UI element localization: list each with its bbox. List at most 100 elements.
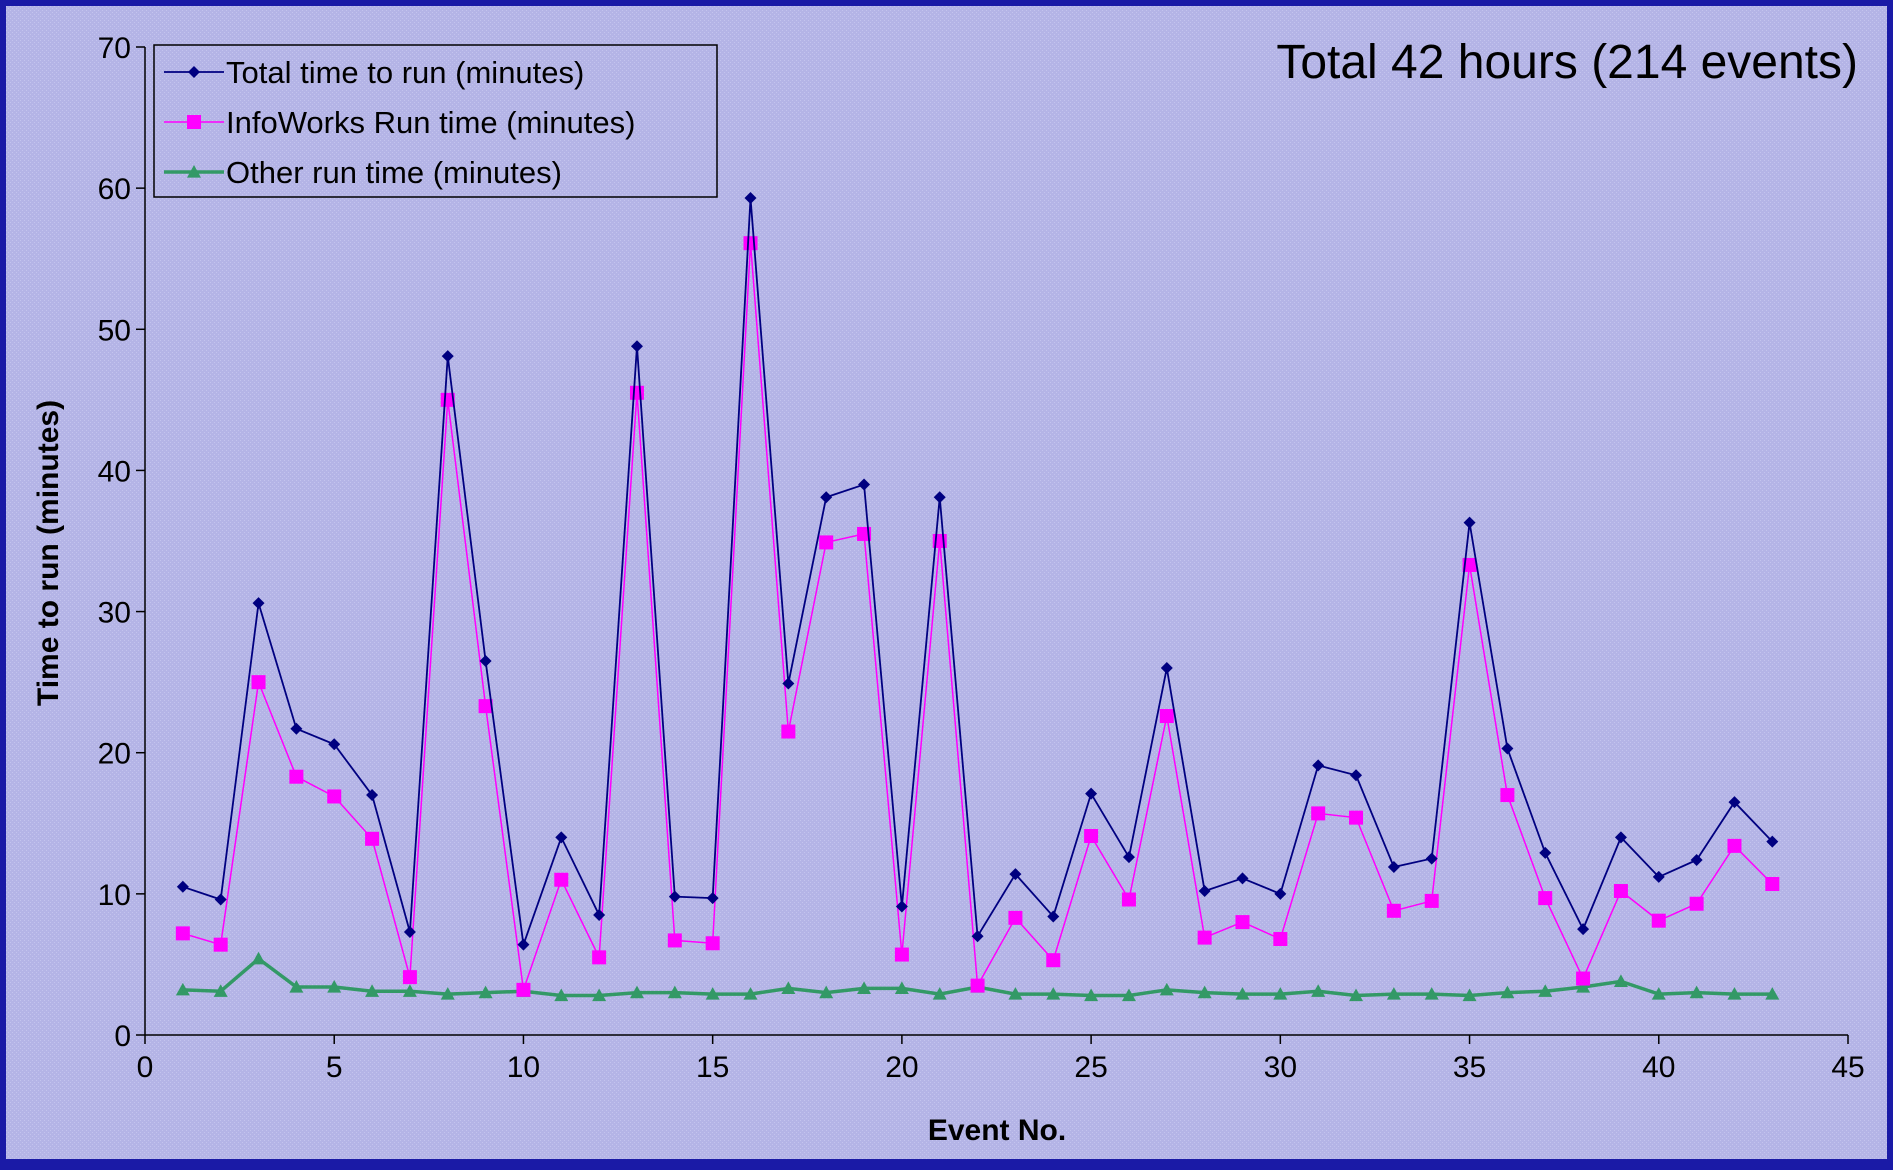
data-point bbox=[1160, 662, 1173, 675]
data-point bbox=[214, 893, 227, 906]
data-point bbox=[820, 491, 833, 504]
data-point bbox=[1689, 985, 1704, 999]
data-point bbox=[1274, 887, 1287, 900]
data-point bbox=[1121, 988, 1136, 1002]
data-point bbox=[1273, 932, 1288, 947]
x-tick-label: 45 bbox=[1831, 1051, 1864, 1084]
data-point bbox=[1121, 892, 1136, 907]
data-point bbox=[554, 988, 569, 1002]
data-point bbox=[1651, 913, 1666, 928]
data-point bbox=[1387, 861, 1400, 874]
legend-swatch-marker bbox=[187, 115, 201, 129]
data-point bbox=[894, 981, 909, 995]
data-point bbox=[327, 980, 342, 993]
data-point bbox=[251, 675, 266, 690]
x-axis-title: Event No. bbox=[928, 1114, 1066, 1147]
data-point bbox=[365, 831, 380, 846]
data-point bbox=[1122, 851, 1135, 864]
data-point bbox=[175, 926, 190, 941]
data-point bbox=[1046, 953, 1061, 968]
data-point bbox=[1085, 787, 1098, 800]
data-point bbox=[1235, 987, 1250, 1000]
data-point bbox=[402, 970, 417, 985]
data-point bbox=[1386, 903, 1401, 918]
data-point bbox=[365, 984, 380, 997]
data-point bbox=[744, 192, 757, 205]
data-point bbox=[1311, 806, 1326, 821]
x-tick-label: 35 bbox=[1453, 1051, 1486, 1084]
data-point bbox=[1613, 974, 1628, 987]
data-point bbox=[1765, 876, 1780, 891]
legend: Total time to run (minutes) InfoWorks Run… bbox=[153, 44, 718, 198]
data-point bbox=[1236, 872, 1249, 885]
data-point bbox=[1462, 988, 1477, 1002]
data-point bbox=[1084, 828, 1099, 843]
data-point bbox=[1197, 985, 1212, 999]
y-tick-label: 70 bbox=[98, 32, 131, 65]
data-point bbox=[213, 984, 228, 997]
data-point bbox=[1047, 910, 1060, 923]
y-tick-label: 20 bbox=[98, 738, 131, 771]
data-point bbox=[402, 984, 417, 997]
data-point bbox=[706, 892, 719, 905]
data-point bbox=[1765, 987, 1780, 1000]
data-point bbox=[1539, 846, 1552, 859]
data-point bbox=[1425, 852, 1438, 865]
data-point bbox=[894, 947, 909, 962]
chart-title: Total 42 hours (214 events) bbox=[1276, 36, 1858, 89]
data-point bbox=[176, 880, 189, 893]
data-point bbox=[1009, 868, 1022, 881]
x-tick-label: 10 bbox=[507, 1051, 540, 1084]
data-point bbox=[479, 654, 492, 667]
data-point bbox=[819, 535, 834, 550]
data-point bbox=[252, 597, 265, 610]
data-point bbox=[1159, 982, 1174, 996]
x-tick-label: 25 bbox=[1074, 1051, 1107, 1084]
data-point bbox=[517, 938, 530, 951]
legend-box bbox=[153, 44, 718, 198]
data-point bbox=[289, 769, 304, 784]
data-point bbox=[933, 491, 946, 504]
data-point bbox=[781, 981, 796, 995]
data-point bbox=[290, 722, 303, 735]
data-point bbox=[1500, 788, 1515, 803]
data-point bbox=[782, 677, 795, 690]
data-point bbox=[857, 981, 872, 995]
data-point bbox=[1613, 884, 1628, 899]
y-tick-label: 50 bbox=[98, 314, 131, 347]
data-point bbox=[441, 350, 454, 363]
data-point bbox=[970, 978, 985, 993]
series-layer bbox=[175, 192, 1780, 1002]
data-point bbox=[1349, 810, 1364, 825]
data-point bbox=[1576, 971, 1591, 986]
data-point bbox=[667, 933, 682, 948]
data-point bbox=[1577, 923, 1590, 936]
series-0 bbox=[176, 192, 1779, 951]
legend-swatch-marker bbox=[187, 165, 201, 178]
x-tick-label: 0 bbox=[137, 1051, 154, 1084]
data-point bbox=[1198, 885, 1211, 898]
data-point bbox=[1046, 987, 1061, 1000]
data-point bbox=[819, 985, 834, 999]
data-point bbox=[175, 982, 190, 996]
y-tick-label: 60 bbox=[98, 173, 131, 206]
data-point bbox=[593, 909, 606, 922]
data-point bbox=[932, 987, 947, 1000]
data-point bbox=[1766, 835, 1779, 848]
data-point bbox=[705, 987, 720, 1000]
y-tick-label: 10 bbox=[98, 879, 131, 912]
data-point bbox=[1312, 759, 1325, 772]
legend-label: InfoWorks Run time (minutes) bbox=[226, 105, 635, 140]
y-tick-label: 0 bbox=[114, 1020, 131, 1053]
data-point bbox=[1008, 987, 1023, 1000]
data-point bbox=[1690, 853, 1703, 866]
data-point bbox=[629, 985, 644, 999]
x-tick-label: 5 bbox=[326, 1051, 343, 1084]
data-point bbox=[705, 936, 720, 951]
data-point bbox=[1424, 987, 1439, 1000]
data-point bbox=[858, 478, 871, 491]
data-point bbox=[1311, 984, 1326, 997]
series-1 bbox=[175, 236, 1780, 997]
